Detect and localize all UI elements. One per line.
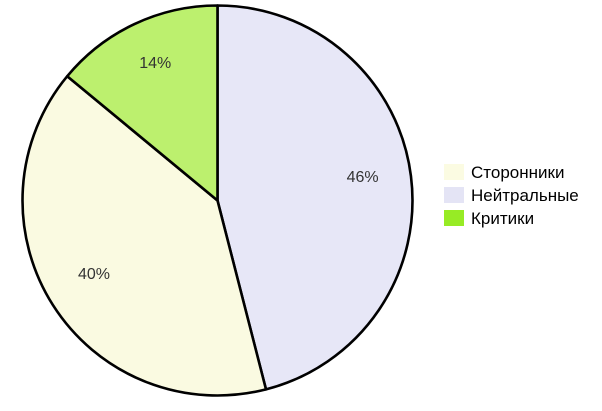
legend-label-supporters: Сторонники: [471, 162, 565, 182]
slice-label-neutral: 46%: [347, 169, 379, 186]
legend-item-neutral: Нейтральные: [444, 186, 579, 204]
slice-label-supporters: 40%: [78, 266, 110, 283]
legend-label-critics: Критики: [471, 208, 535, 228]
legend-item-critics: Критики: [444, 209, 579, 227]
pie-slice-neutral: [216, 4, 414, 391]
pie-slice-critics: [65, 4, 219, 202]
legend-swatch-supporters: [444, 164, 464, 180]
legend: Сторонники Нейтральные Критики: [444, 163, 579, 227]
legend-item-supporters: Сторонники: [444, 163, 579, 181]
legend-swatch-critics: [444, 210, 464, 226]
slice-label-critics: 14%: [139, 55, 171, 72]
legend-swatch-neutral: [444, 187, 464, 203]
legend-label-neutral: Нейтральные: [471, 185, 579, 205]
pie-slice-supporters: [21, 74, 268, 397]
